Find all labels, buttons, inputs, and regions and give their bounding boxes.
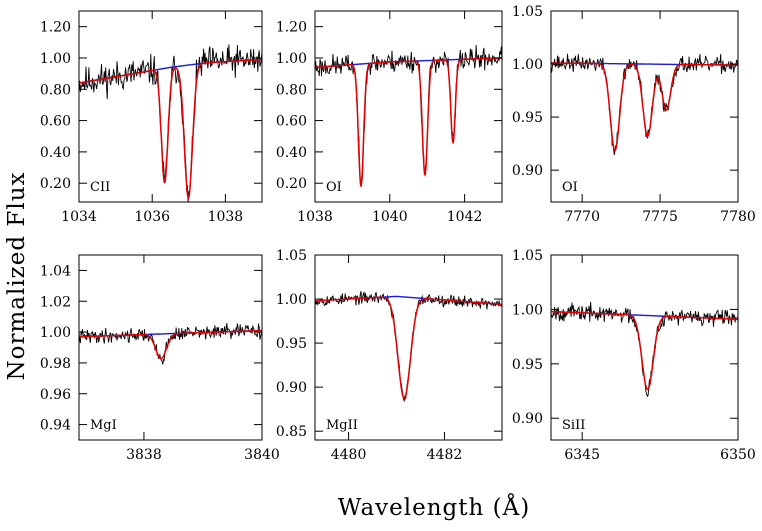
x-tick-label: 3840 xyxy=(244,447,280,463)
y-tick-label: 0.60 xyxy=(276,114,307,130)
x-tick-label: 1038 xyxy=(297,209,333,225)
x-tick-label: 7770 xyxy=(564,209,600,225)
y-tick-label: 1.00 xyxy=(512,302,543,318)
x-tick-label: 4480 xyxy=(331,447,367,463)
model-fit-line xyxy=(315,57,502,188)
y-tick-label: 1.02 xyxy=(40,294,71,310)
y-tick-label: 1.00 xyxy=(276,292,307,308)
x-tick-label: 7775 xyxy=(642,209,678,225)
model-fit-line xyxy=(315,296,502,400)
x-tick-label: 4482 xyxy=(427,447,463,463)
y-tick-label: 0.90 xyxy=(512,411,543,427)
panel-6: 6345 6350 0.90 0.95 1.00 1.05 SiII xyxy=(512,248,756,463)
x-tick-label: 1038 xyxy=(208,209,244,225)
ion-label: OI xyxy=(562,180,578,195)
y-tick-label: 0.95 xyxy=(512,357,543,373)
y-tick-label: 0.95 xyxy=(276,336,307,352)
plot-area xyxy=(315,44,502,188)
plot-area xyxy=(79,44,262,202)
panel-frame xyxy=(550,10,739,203)
plot-area xyxy=(315,290,502,403)
panel-frame xyxy=(78,254,263,441)
model-fit-line xyxy=(79,329,262,360)
y-tick-label: 1.20 xyxy=(40,20,71,36)
y-tick-label: 0.60 xyxy=(40,114,71,130)
x-axis-title: Wavelength (Å) xyxy=(338,493,530,521)
panel-3: 7770 7775 7780 0.90 0.95 1.00 1.05 OI xyxy=(512,4,756,225)
y-tick-label: 0.94 xyxy=(40,418,71,434)
panels-group: 1034 1036 10380.200.400.600.801.001.20CII1… xyxy=(40,4,756,463)
panel-4: 3838 3840 0.94 0.96 0.98 1.00 1.02 1.04 MgI xyxy=(40,254,280,463)
ion-label: CII xyxy=(90,180,110,195)
x-tick-label: 1040 xyxy=(372,209,408,225)
y-tick-label: 0.20 xyxy=(276,176,307,192)
y-tick-label: 0.95 xyxy=(512,110,543,126)
y-tick-label: 1.04 xyxy=(40,263,71,279)
y-tick-label: 1.00 xyxy=(276,51,307,67)
y-tick-label: 1.05 xyxy=(276,248,307,264)
x-tick-label: 6345 xyxy=(564,447,600,463)
model-fit-line xyxy=(79,58,262,200)
x-tick-label: 7780 xyxy=(720,209,756,225)
y-tick-label: 0.90 xyxy=(276,380,307,396)
panel-5: 4480 4482 0.85 0.90 0.95 1.00 1.05 MgII xyxy=(276,248,503,463)
panel-frame xyxy=(314,10,503,203)
y-tick-label: 1.00 xyxy=(40,325,71,341)
panel-frame xyxy=(78,10,263,203)
x-tick-label: 1036 xyxy=(134,209,170,225)
model-fit-line xyxy=(551,62,738,152)
y-tick-label: 0.40 xyxy=(276,145,307,161)
plot-area xyxy=(79,323,262,365)
ion-label: OI xyxy=(326,180,342,195)
model-fit-line xyxy=(551,310,738,391)
y-tick-label: 0.96 xyxy=(40,387,71,403)
plot-area xyxy=(551,301,738,398)
y-tick-label: 0.80 xyxy=(276,82,307,98)
y-tick-label: 0.80 xyxy=(40,82,71,98)
panel-2: 1038 1040 1042 0.20 0.40 0.60 0.80 1.00 1.20 OI xyxy=(276,10,503,225)
y-tick-label: 1.05 xyxy=(512,248,543,264)
observed-spectrum-line xyxy=(315,44,502,186)
y-tick-label: 0.90 xyxy=(512,163,543,179)
ion-label: MgII xyxy=(326,418,358,433)
y-tick-label: 0.20 xyxy=(40,176,71,192)
x-tick-label: 6350 xyxy=(720,447,756,463)
observed-spectrum-line xyxy=(79,323,262,365)
y-tick-label: 1.05 xyxy=(512,4,543,20)
observed-spectrum-line xyxy=(315,290,502,403)
y-tick-label: 1.00 xyxy=(40,51,71,67)
x-tick-label: 1034 xyxy=(61,209,97,225)
y-tick-label: 1.00 xyxy=(512,57,543,73)
panel-frame xyxy=(314,254,503,441)
y-tick-label: 0.98 xyxy=(40,356,71,372)
y-tick-label: 0.40 xyxy=(40,145,71,161)
panel-1: 1034 1036 1038 0.20 0.40 0.60 0.80 1.00 1.20 CII xyxy=(40,10,263,225)
ion-label: MgI xyxy=(90,418,117,433)
observed-spectrum-line xyxy=(551,53,738,155)
y-tick-label: 0.85 xyxy=(276,424,307,440)
y-tick-label: 1.20 xyxy=(276,20,307,36)
y-axis-title: Normalized Flux xyxy=(4,171,30,380)
x-tick-label: 3838 xyxy=(126,447,162,463)
plot-area xyxy=(551,53,738,155)
panel-frame xyxy=(550,254,739,441)
x-tick-label: 1042 xyxy=(447,209,483,225)
ion-label: SiII xyxy=(562,418,585,433)
